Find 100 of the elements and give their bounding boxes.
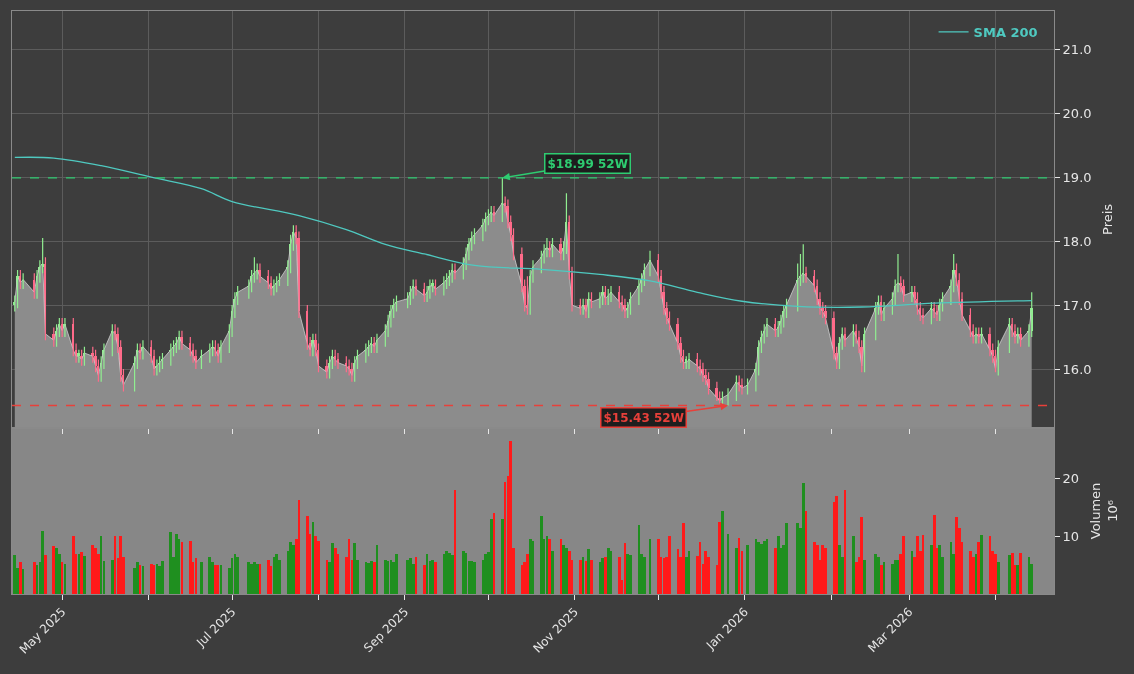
- bar: [897, 559, 899, 594]
- bar: [852, 535, 855, 594]
- bar: [785, 522, 788, 594]
- bar: [44, 554, 47, 594]
- bar: [462, 550, 465, 594]
- y-tick-label: 21.0: [1062, 41, 1092, 57]
- bar: [529, 538, 532, 594]
- bar: [562, 544, 565, 594]
- bar: [273, 556, 275, 594]
- bar: [933, 514, 936, 594]
- bar: [415, 556, 417, 594]
- bar: [902, 535, 905, 594]
- bar: [607, 547, 610, 594]
- bar: [704, 550, 707, 594]
- bar: [119, 535, 122, 594]
- bar: [610, 550, 612, 594]
- bar: [855, 561, 858, 594]
- bar: [200, 561, 203, 594]
- bar: [980, 534, 983, 594]
- bar: [738, 537, 740, 594]
- bar: [813, 541, 816, 594]
- bar: [306, 515, 309, 594]
- bar: [874, 553, 877, 594]
- bar: [236, 556, 239, 594]
- bar: [922, 534, 924, 594]
- bar: [150, 563, 153, 594]
- bar: [629, 554, 632, 594]
- bar: [19, 561, 22, 594]
- bar: [977, 541, 980, 594]
- bar: [877, 556, 880, 594]
- bar: [111, 559, 114, 594]
- bar: [247, 561, 250, 594]
- bar: [22, 568, 24, 594]
- bar: [72, 535, 75, 594]
- bar: [41, 530, 44, 594]
- y-tick-label: 16.0: [1062, 361, 1092, 377]
- bar: [930, 544, 933, 594]
- line-series: [14, 156, 1033, 308]
- bar: [668, 535, 671, 594]
- bar: [298, 499, 300, 594]
- bar: [997, 561, 1000, 594]
- bar: [950, 541, 952, 594]
- bar: [721, 510, 724, 594]
- bar: [493, 512, 495, 594]
- bar: [891, 563, 894, 594]
- bar: [802, 482, 805, 594]
- bar: [863, 559, 866, 594]
- bar: [175, 533, 178, 594]
- bar: [114, 535, 116, 594]
- bar: [501, 518, 504, 594]
- bar: [835, 495, 838, 594]
- y-tick-label: 10: [1062, 528, 1080, 544]
- y-tick-label: 20.0: [1062, 105, 1092, 121]
- bar: [317, 540, 320, 594]
- bar: [551, 550, 554, 594]
- annotation: $15.43 52W: [603, 410, 684, 425]
- bar: [234, 553, 236, 594]
- bar: [292, 544, 295, 594]
- bar: [490, 518, 493, 594]
- bar: [805, 510, 807, 594]
- bar: [314, 535, 317, 594]
- bar: [387, 560, 389, 594]
- bar: [521, 564, 523, 594]
- bar: [796, 522, 799, 594]
- bar: [390, 559, 392, 594]
- bar: [1019, 552, 1022, 594]
- bar: [821, 544, 824, 594]
- bar: [599, 561, 601, 594]
- bar: [860, 516, 863, 594]
- bar: [718, 521, 721, 594]
- y-tick-label: 17.0: [1062, 297, 1092, 313]
- bar: [777, 535, 780, 594]
- bar: [682, 522, 685, 594]
- bar: [626, 553, 629, 594]
- bar: [91, 544, 94, 594]
- bar: [969, 550, 972, 594]
- bar: [727, 533, 729, 594]
- bar: [353, 542, 356, 594]
- bar: [649, 538, 651, 594]
- bar: [816, 544, 819, 594]
- bar: [83, 555, 86, 594]
- bar: [766, 538, 768, 594]
- bar: [755, 538, 757, 594]
- bar: [624, 542, 626, 594]
- bar: [824, 547, 827, 594]
- bar: [955, 516, 958, 594]
- bar: [376, 544, 378, 594]
- bar: [638, 524, 640, 594]
- bar: [1028, 556, 1030, 594]
- bar: [406, 559, 409, 594]
- bar: [348, 538, 350, 594]
- bar: [465, 552, 467, 594]
- bar: [585, 560, 587, 594]
- bar: [169, 531, 172, 594]
- bar: [426, 553, 428, 594]
- legend-label: SMA 200: [973, 24, 1038, 40]
- bar: [312, 521, 314, 594]
- bar: [643, 556, 646, 594]
- bar: [774, 547, 777, 594]
- bar: [989, 535, 991, 594]
